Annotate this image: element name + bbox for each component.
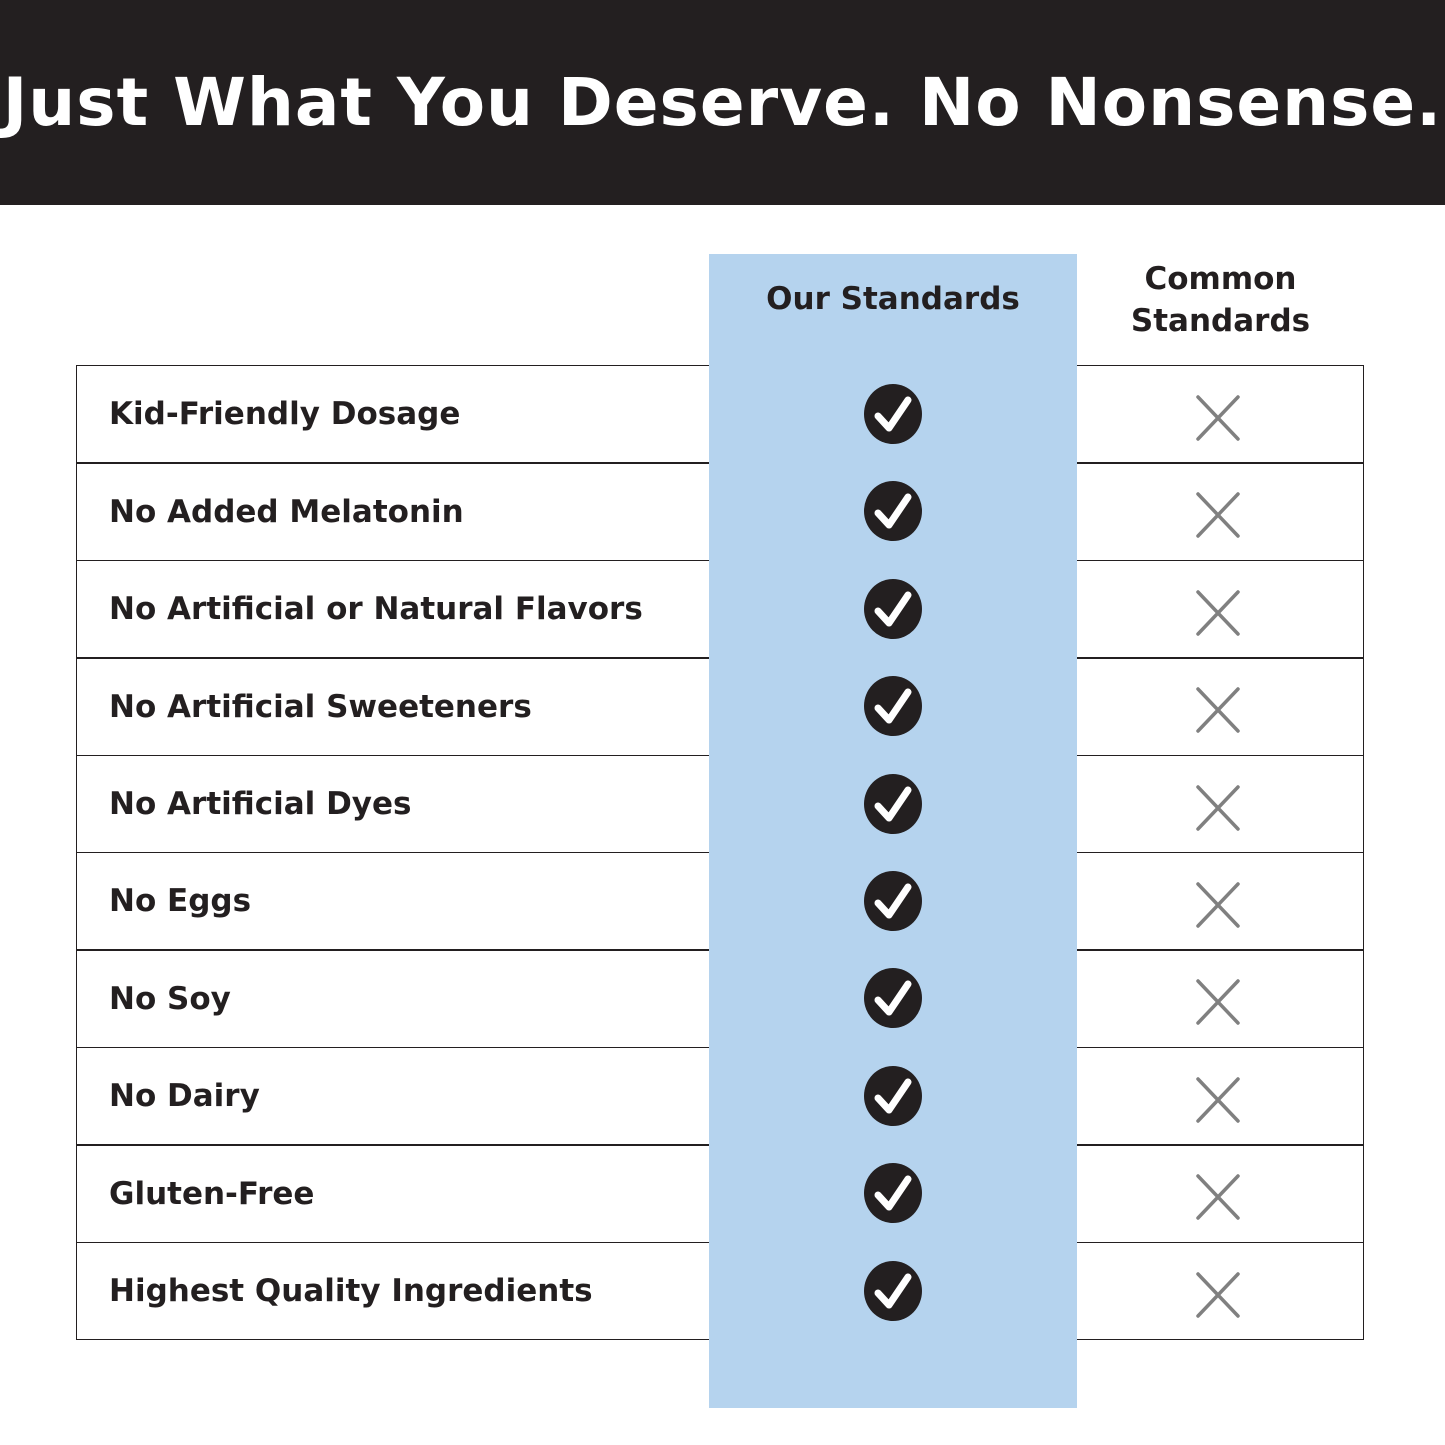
row-label: No Soy bbox=[109, 980, 231, 1017]
row-label: Kid-Friendly Dosage bbox=[109, 396, 461, 433]
x-icon bbox=[1196, 979, 1240, 1026]
page-title: Just What You Deserve. No Nonsense. bbox=[2, 64, 1443, 141]
x-icon bbox=[1196, 784, 1240, 831]
x-icon bbox=[1196, 687, 1240, 733]
row-label: No Dairy bbox=[109, 1078, 260, 1115]
check-icon bbox=[864, 773, 922, 834]
table-row: No Artificial or Natural Flavors bbox=[76, 559, 1364, 659]
x-icon bbox=[1196, 882, 1240, 928]
x-icon bbox=[1196, 1174, 1240, 1220]
table-row: Gluten-Free bbox=[76, 1144, 1364, 1244]
row-border-right bbox=[1077, 852, 1364, 951]
row-border-left bbox=[76, 559, 709, 659]
row-border-left bbox=[76, 1241, 709, 1341]
row-label: Gluten-Free bbox=[109, 1175, 315, 1212]
row-border-left bbox=[76, 1046, 709, 1146]
row-label: No Added Melatonin bbox=[109, 493, 464, 530]
row-border-left bbox=[76, 365, 709, 464]
row-border-right bbox=[1077, 1241, 1364, 1341]
row-border-left bbox=[76, 852, 709, 951]
row-border-right bbox=[1077, 365, 1364, 464]
x-icon bbox=[1196, 590, 1240, 636]
table-row: No Artificial Dyes bbox=[76, 754, 1364, 854]
check-icon bbox=[864, 1163, 922, 1224]
column-header-common-standards: Common Standards bbox=[1077, 258, 1364, 342]
check-icon bbox=[864, 1065, 922, 1126]
row-label: No Eggs bbox=[109, 883, 252, 920]
check-icon bbox=[864, 968, 922, 1029]
table-row: No Eggs bbox=[76, 852, 1364, 951]
header-line: Common bbox=[1144, 261, 1297, 297]
check-icon bbox=[864, 384, 922, 444]
row-label: No Artificial Dyes bbox=[109, 786, 412, 823]
row-border-right bbox=[1077, 1046, 1364, 1146]
x-icon bbox=[1196, 492, 1240, 539]
table-row: Highest Quality Ingredients bbox=[76, 1241, 1364, 1341]
table-row: Kid-Friendly Dosage bbox=[76, 365, 1364, 464]
table-row: No Dairy bbox=[76, 1046, 1364, 1146]
x-icon bbox=[1196, 1077, 1240, 1123]
row-label: No Artificial Sweeteners bbox=[109, 688, 532, 725]
title-banner: Just What You Deserve. No Nonsense. bbox=[0, 0, 1445, 205]
column-header-our-standards: Our Standards bbox=[766, 281, 1020, 317]
x-icon bbox=[1196, 1271, 1240, 1318]
check-icon bbox=[864, 871, 922, 931]
row-label: Highest Quality Ingredients bbox=[109, 1273, 593, 1310]
table-row: No Soy bbox=[76, 949, 1364, 1049]
table-row: No Added Melatonin bbox=[76, 462, 1364, 562]
row-border-right bbox=[1077, 559, 1364, 659]
check-icon bbox=[864, 676, 922, 737]
header-line: Standards bbox=[1130, 303, 1311, 339]
row-label: No Artificial or Natural Flavors bbox=[109, 591, 643, 628]
x-icon bbox=[1196, 395, 1240, 441]
check-icon bbox=[864, 578, 922, 639]
check-icon bbox=[864, 1260, 922, 1321]
check-icon bbox=[864, 481, 922, 542]
table-row: No Artificial Sweeteners bbox=[76, 657, 1364, 757]
